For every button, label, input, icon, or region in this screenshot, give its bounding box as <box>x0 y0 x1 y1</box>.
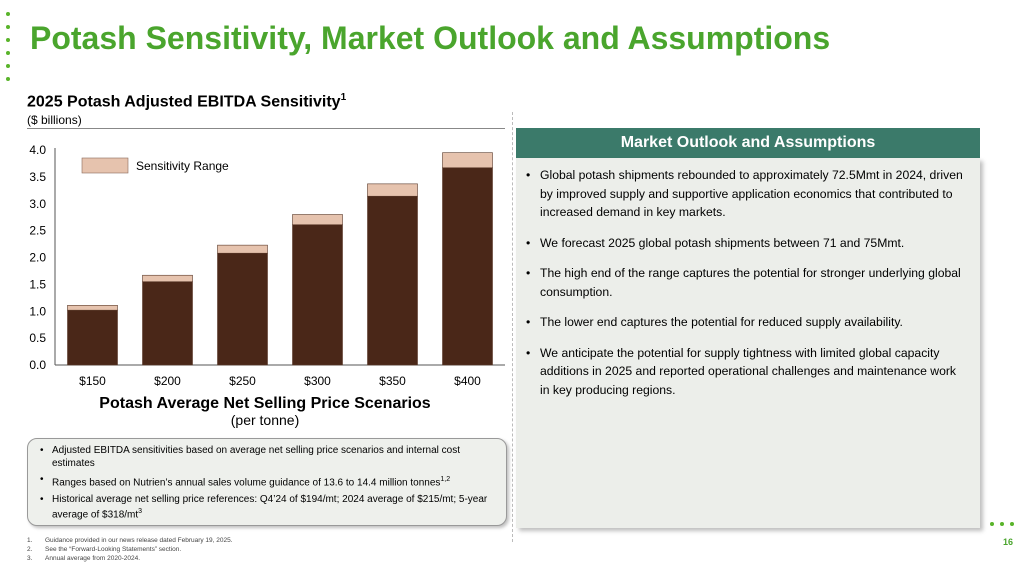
footnote-item: 3. Annual average from 2020-2024. <box>27 555 141 562</box>
x-tick-label: $300 <box>304 374 331 388</box>
bar-base <box>142 281 193 366</box>
bar-base <box>442 167 493 366</box>
decorative-dots-left <box>6 12 12 90</box>
y-tick-label: 0.0 <box>29 358 46 372</box>
x-tick-label: $400 <box>454 374 481 388</box>
y-tick-label: 3.0 <box>29 197 46 211</box>
outlook-header: Market Outlook and Assumptions <box>516 128 980 158</box>
ebitda-sensitivity-chart: 0.0 0.5 1.0 1.5 2.0 2.5 3.0 3.5 4.0 $150 $200 $250 $… <box>29 143 505 388</box>
bar-base <box>217 252 268 366</box>
bar-sensitivity-range <box>292 214 343 226</box>
y-tick-label: 2.0 <box>29 251 46 265</box>
bar-sensitivity-range <box>442 152 493 169</box>
bar-sensitivity-range <box>142 274 193 282</box>
y-tick-label: 1.5 <box>29 277 46 291</box>
note-item: Adjusted EBITDA sensitivities based on a… <box>40 445 494 470</box>
page-number: 16 <box>1003 537 1014 547</box>
y-tick-label: 4.0 <box>29 143 46 157</box>
slide-title: Potash Sensitivity, Market Outlook and A… <box>30 20 831 56</box>
footnote-item: 2. See the “Forward-Looking Statements” s… <box>27 546 182 553</box>
chart-title-footnote: 1 <box>340 92 347 103</box>
outlook-bullet: The high end of the range captures the p… <box>524 264 966 301</box>
bar-base <box>67 309 118 366</box>
note-item: Historical average net selling price ref… <box>40 494 494 522</box>
x-axis-title: Potash Average Net Selling Price Scenari… <box>99 395 431 412</box>
legend-label: Sensitivity Range <box>136 159 229 173</box>
y-tick-label: 2.5 <box>29 224 46 238</box>
chart-title: 2025 Potash Adjusted EBITDA Sensitivity1 <box>27 92 347 111</box>
bar-base <box>292 224 343 366</box>
chart-title-rule <box>27 128 505 129</box>
bar-sensitivity-range <box>367 183 418 197</box>
x-tick-label: $200 <box>154 374 181 388</box>
outlook-body: Global potash shipments rebounded to app… <box>516 158 980 528</box>
footnote-item: 1. Guidance provided in our news release … <box>27 537 233 544</box>
vertical-divider <box>512 112 513 542</box>
bar-sensitivity-range <box>217 244 268 254</box>
outlook-bullet: We forecast 2025 global potash shipments… <box>524 234 966 253</box>
note-item: Ranges based on Nutrien’s annual sales v… <box>40 474 494 490</box>
x-tick-label: $350 <box>379 374 406 388</box>
x-tick-label: $150 <box>79 374 106 388</box>
chart-subtitle: ($ billions) <box>27 113 82 127</box>
y-tick-label: 3.5 <box>29 170 46 184</box>
outlook-bullet: The lower end captures the potential for… <box>524 313 966 332</box>
decorative-dots-right <box>990 522 1014 526</box>
bar-base <box>367 195 418 366</box>
outlook-bullet: We anticipate the potential for supply t… <box>524 344 966 400</box>
y-tick-label: 0.5 <box>29 331 46 345</box>
note-footnote-ref: 1,2 <box>440 476 451 483</box>
x-tick-label: $250 <box>229 374 256 388</box>
chart-notes-box: Adjusted EBITDA sensitivities based on a… <box>27 438 507 526</box>
footnotes: 1. Guidance provided in our news release … <box>27 536 233 563</box>
legend-swatch <box>81 157 129 174</box>
bar-sensitivity-range <box>67 305 118 311</box>
x-axis-subtitle: (per tonne) <box>230 412 300 428</box>
y-tick-label: 1.0 <box>29 304 46 318</box>
note-footnote-ref: 3 <box>138 508 143 516</box>
outlook-bullet: Global potash shipments rebounded to app… <box>524 166 966 222</box>
